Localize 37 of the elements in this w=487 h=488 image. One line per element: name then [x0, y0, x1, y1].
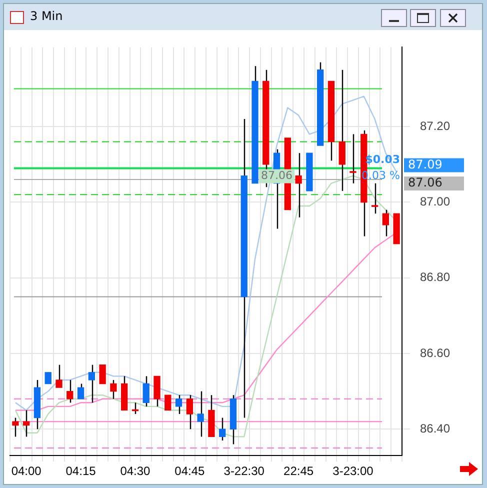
ref-line-label: 87.09: [408, 157, 442, 172]
candlestick: [99, 364, 106, 384]
y-tick-label: 87.00: [420, 194, 450, 209]
candlestick: [110, 379, 117, 400]
candlestick: [338, 69, 346, 192]
candlestick: [382, 209, 389, 237]
x-tick-label: 3-23:00: [332, 464, 374, 478]
chart-title: 3 Min: [30, 9, 63, 23]
candlestick: [88, 364, 95, 404]
y-tick-label: 86.60: [420, 346, 450, 360]
ref-line-label: 87.06: [408, 176, 442, 190]
candlestick: [350, 134, 356, 184]
candlestick: [66, 379, 74, 404]
candlestick: [154, 376, 160, 408]
y-tick-label: 87.20: [420, 118, 450, 133]
x-tick-label: 04:30: [120, 464, 151, 478]
y-tick-label: 86.40: [420, 421, 450, 436]
candlestick: [23, 410, 30, 438]
candlestick: [44, 372, 52, 384]
candlestick: [175, 394, 182, 415]
candlestick: [142, 376, 150, 408]
candlestick: [295, 152, 302, 218]
x-tick-label: 22:45: [284, 464, 314, 478]
candlestick: [56, 364, 62, 388]
x-tick-label: 3-22:30: [224, 464, 265, 478]
x-tick-label: 04:45: [174, 464, 206, 478]
y-tick-label: 86.80: [420, 270, 450, 284]
candlestick: [186, 394, 193, 430]
candlestick: [77, 383, 84, 400]
candlestick: [219, 417, 226, 442]
x-tick-label: 04:15: [66, 464, 96, 478]
candlestick: [12, 417, 19, 438]
candlestick: [371, 182, 378, 214]
annotation: 87.06: [260, 169, 292, 182]
candlestick: [164, 394, 172, 411]
candlestick: [197, 390, 204, 438]
x-tick-label: 04:00: [11, 464, 42, 478]
